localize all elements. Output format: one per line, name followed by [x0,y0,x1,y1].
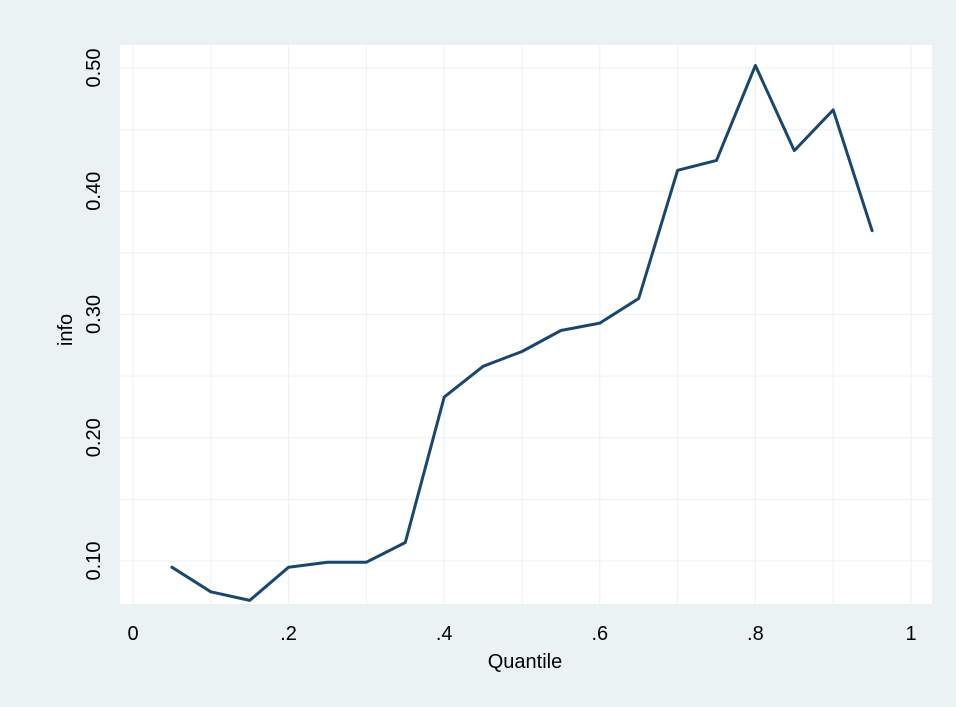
y-axis-title: info [55,314,77,346]
y-tick-label: 0.20 [83,418,105,457]
x-axis-ticks: 0 .2 .4 .6 .8 1 [127,623,916,645]
y-tick-label: 0.50 [83,49,105,88]
y-tick-label: 0.10 [83,542,105,581]
x-tick-label: .8 [747,623,764,645]
x-tick-label: .2 [280,623,297,645]
y-axis-ticks: 0.10 0.20 0.30 0.40 0.50 [83,49,105,581]
y-tick-label: 0.40 [83,172,105,211]
grid-lines [120,45,932,604]
y-tick-label: 0.30 [83,295,105,334]
x-tick-label: 1 [905,623,916,645]
x-tick-label: .6 [591,623,608,645]
plot-area [120,45,932,604]
x-tick-label: .4 [436,623,453,645]
x-axis-title: Quantile [488,651,563,673]
series-layer [170,64,874,602]
x-tick-label: 0 [127,623,138,645]
